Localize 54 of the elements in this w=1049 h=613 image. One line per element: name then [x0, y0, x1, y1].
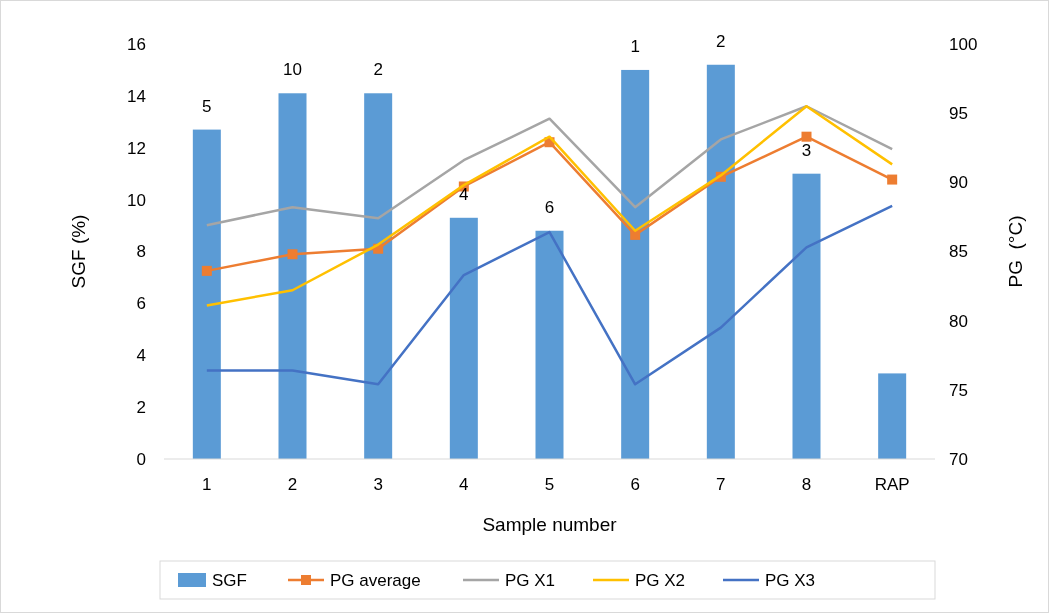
x-tick-label: 5 — [544, 474, 555, 494]
y-tick-label: 6 — [136, 294, 146, 314]
x-tick-label: 4 — [459, 474, 469, 494]
y2-axis-title: PG (°C) — [1005, 215, 1026, 288]
x-tick-label: 1 — [202, 474, 212, 494]
annotation: 1 — [630, 36, 640, 56]
y2-tick-label: 95 — [949, 104, 968, 124]
bar — [878, 373, 907, 459]
point — [201, 265, 212, 276]
legend-label: PG average — [330, 570, 421, 590]
annotation: 2 — [373, 60, 383, 80]
y-tick-label: 2 — [136, 398, 146, 418]
x-axis-title: Sample number — [482, 514, 618, 535]
y2-tick-label: 100 — [949, 34, 978, 54]
annotation: 2 — [716, 31, 726, 51]
annotation: 6 — [544, 197, 555, 217]
point — [630, 229, 641, 240]
bar — [449, 217, 478, 459]
legend-label: PG X2 — [635, 570, 686, 590]
y-axis-title: SGF (%) — [68, 214, 89, 289]
point — [287, 249, 298, 260]
x-tick-label: 7 — [716, 474, 726, 494]
legend-label: PG X1 — [505, 570, 556, 590]
y2-tick-label: 75 — [949, 380, 968, 400]
y-tick-label: 10 — [127, 190, 146, 210]
annotation: 3 — [801, 140, 812, 160]
y-tick-label: 14 — [127, 86, 146, 106]
y2-tick-label: 70 — [949, 449, 968, 469]
bar — [792, 173, 821, 459]
y2-tick-label: 90 — [949, 173, 968, 193]
x-tick-label: 8 — [801, 474, 812, 494]
legend-label: PG X3 — [765, 570, 816, 590]
bar — [621, 69, 650, 459]
x-tick-label: RAP — [874, 474, 910, 494]
x-tick-label: 6 — [630, 474, 640, 494]
y-tick-label: 0 — [136, 449, 146, 469]
bar — [278, 93, 307, 459]
y-tick-label: 16 — [127, 34, 146, 54]
point — [801, 131, 812, 142]
y-tick-label: 4 — [136, 346, 146, 366]
bar — [192, 129, 221, 459]
y2-tick-label: 85 — [949, 242, 968, 262]
bar — [535, 230, 564, 459]
bar — [706, 64, 735, 459]
annotation: 5 — [202, 96, 212, 116]
point — [887, 174, 898, 185]
y-tick-label: 12 — [127, 138, 146, 158]
bar — [364, 93, 393, 459]
x-tick-label: 3 — [373, 474, 383, 494]
legend-label: SGF — [212, 570, 247, 590]
x-tick-label: 2 — [287, 474, 298, 494]
y-tick-label: 8 — [136, 242, 146, 262]
annotation: 10 — [283, 60, 302, 80]
y2-tick-label: 80 — [949, 311, 968, 331]
